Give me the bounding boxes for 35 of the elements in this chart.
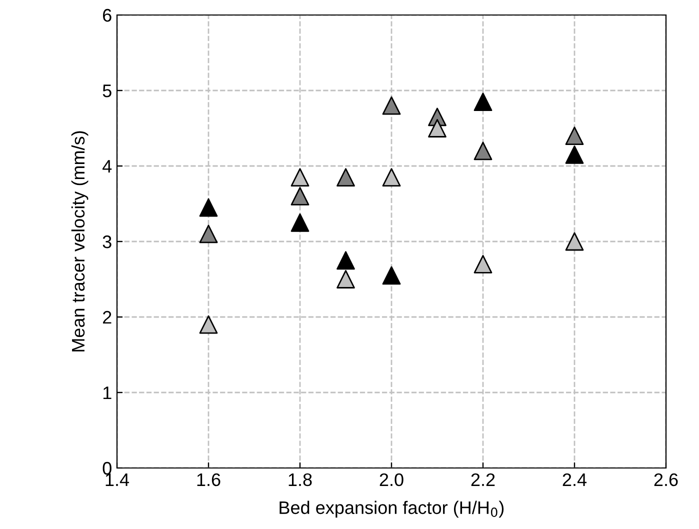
y-tick-label: 5 xyxy=(102,84,112,98)
y-tick-label: 0 xyxy=(102,462,112,475)
point xyxy=(290,187,310,206)
y-tick-label: 6 xyxy=(103,8,112,22)
point xyxy=(565,145,584,164)
point xyxy=(290,213,310,232)
x-tick-label: 2.2 xyxy=(471,473,495,486)
point xyxy=(336,270,355,288)
y-tick-label: 2 xyxy=(103,310,112,324)
point xyxy=(474,254,492,274)
point xyxy=(428,119,446,138)
point xyxy=(565,126,584,145)
point xyxy=(382,168,401,187)
x-tick-label: 1.8 xyxy=(288,473,312,486)
x-tick-label: 2.0 xyxy=(380,473,404,486)
point xyxy=(382,96,401,115)
y-tick-label: 1 xyxy=(103,386,112,400)
point xyxy=(565,232,584,251)
point xyxy=(382,266,401,285)
x-tick-label: 2.6 xyxy=(654,473,678,486)
point xyxy=(199,198,218,217)
point xyxy=(199,224,218,244)
point xyxy=(474,92,492,112)
y-axis-title: Mean tracer velocity (mm/s) xyxy=(71,131,88,352)
x-tick-label: 1.6 xyxy=(197,473,220,486)
y-tick-label: 3 xyxy=(102,235,112,248)
point xyxy=(336,251,355,270)
point xyxy=(199,315,218,334)
point xyxy=(336,168,355,187)
y-tick-label: 4 xyxy=(102,160,112,173)
x-axis-title: Bed expansion factor (H/H$_{0}$) xyxy=(280,500,504,518)
x-tick-label: 1.4 xyxy=(106,474,130,486)
point xyxy=(290,168,310,187)
point xyxy=(474,142,492,160)
x-tick-label: 2.4 xyxy=(562,473,587,486)
